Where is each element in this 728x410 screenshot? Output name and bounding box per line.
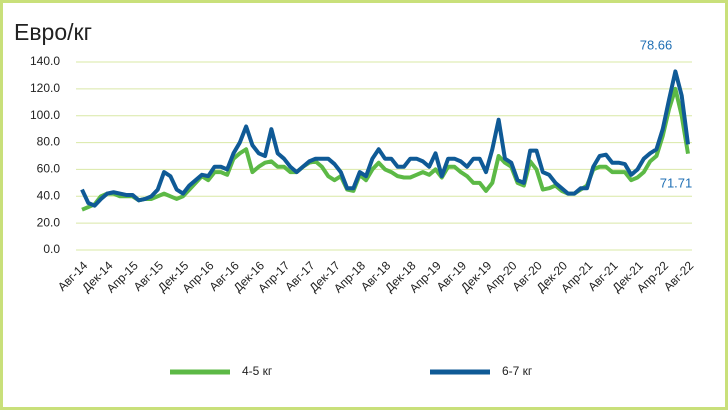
y-tick-label: 140.0 <box>30 54 60 68</box>
y-tick-label: 80.0 <box>37 135 61 149</box>
y-tick-label: 40.0 <box>37 188 61 202</box>
y-tick-label: 60.0 <box>37 162 61 176</box>
legend-label: 4-5 кг <box>242 364 273 378</box>
data-label: 78.66 <box>640 37 673 52</box>
y-tick-label: 0.0 <box>43 242 60 256</box>
legend-label: 6-7 кг <box>502 364 533 378</box>
series-line <box>80 69 690 208</box>
y-tick-label: 20.0 <box>37 215 61 229</box>
data-label: 71.71 <box>660 175 693 190</box>
y-tick-label: 100.0 <box>30 108 60 122</box>
chart-title: Евро/кг <box>14 19 92 45</box>
y-tick-label: 120.0 <box>30 81 60 95</box>
